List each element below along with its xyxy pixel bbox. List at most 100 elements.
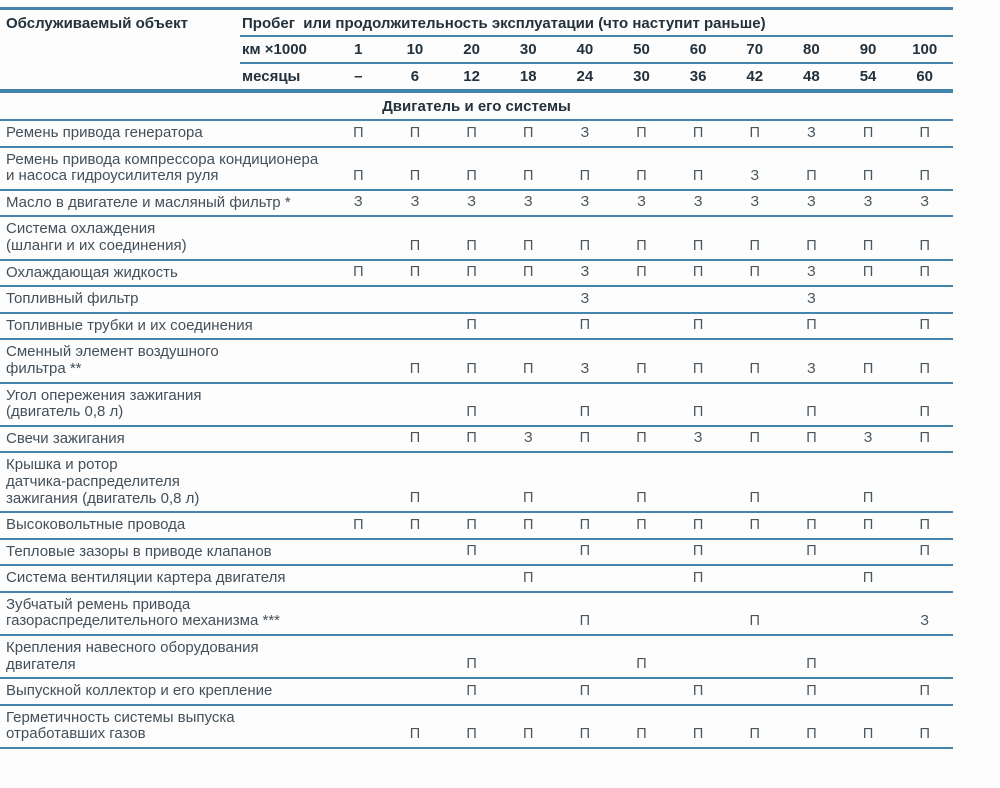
interval-mark: П bbox=[692, 317, 704, 334]
interval-mark: П bbox=[806, 403, 817, 420]
service-item-label: Угол опережения зажигания (двигатель 0,8… bbox=[6, 386, 202, 421]
km-value: 30 bbox=[519, 41, 537, 58]
interval-mark: П bbox=[692, 569, 704, 586]
interval-mark: П bbox=[466, 403, 477, 420]
interval-mark bbox=[840, 629, 897, 634]
service-item-label: Тепловые зазоры в приводе клапанов bbox=[6, 542, 272, 560]
interval-mark bbox=[557, 672, 614, 677]
interval-mark bbox=[840, 333, 897, 338]
interval-mark: П bbox=[466, 237, 477, 254]
interval-mark: З bbox=[920, 613, 930, 630]
interval-mark bbox=[670, 307, 727, 312]
table-row: Ремень привода компрессора кондиционера … bbox=[0, 148, 953, 191]
months-value: 54 bbox=[859, 68, 877, 85]
interval-mark: З bbox=[580, 290, 590, 307]
km-value: 40 bbox=[576, 41, 594, 58]
interval-mark: П bbox=[749, 360, 760, 377]
interval-mark bbox=[387, 586, 444, 591]
interval-mark bbox=[726, 307, 783, 312]
interval-mark: П bbox=[353, 516, 364, 533]
interval-mark bbox=[613, 629, 670, 634]
interval-mark bbox=[557, 586, 614, 591]
km-row: км ×1000 1 10 20 30 40 50 60 70 80 90 100 bbox=[240, 37, 953, 64]
interval-mark bbox=[330, 559, 387, 564]
interval-mark: П bbox=[692, 516, 704, 533]
interval-mark bbox=[726, 333, 783, 338]
interval-mark bbox=[500, 420, 557, 425]
service-item-label: Высоковольтные провода bbox=[6, 516, 186, 534]
interval-mark bbox=[330, 672, 387, 677]
interval-mark bbox=[840, 559, 897, 564]
interval-mark bbox=[330, 420, 387, 425]
interval-mark: П bbox=[806, 656, 817, 673]
table-row: Крепления навесного оборудования двигате… bbox=[0, 636, 953, 680]
interval-mark: П bbox=[749, 490, 760, 507]
interval-mark bbox=[387, 333, 444, 338]
interval-mark: П bbox=[523, 360, 534, 377]
interval-mark: П bbox=[523, 516, 534, 533]
km-value: 50 bbox=[633, 41, 650, 58]
table-row: Зубчатый ремень привода газораспределите… bbox=[0, 593, 953, 637]
months-row: месяцы – 6 12 18 24 30 36 42 48 54 60 bbox=[240, 64, 953, 89]
months-value: 12 bbox=[463, 68, 480, 85]
interval-mark: З bbox=[750, 167, 760, 184]
km-value: 100 bbox=[912, 41, 938, 58]
km-value: 60 bbox=[689, 41, 707, 58]
interval-mark bbox=[330, 586, 387, 591]
interval-mark: П bbox=[636, 237, 647, 254]
interval-mark: З bbox=[807, 194, 816, 211]
interval-mark: П bbox=[523, 264, 534, 281]
interval-mark: П bbox=[749, 430, 760, 447]
object-column-header: Обслуживаемый объект bbox=[6, 15, 188, 32]
interval-mark: П bbox=[919, 237, 930, 254]
interval-mark: П bbox=[579, 726, 591, 743]
service-item-label: Система вентиляции картера двигателя bbox=[6, 569, 286, 587]
interval-mark: П bbox=[579, 403, 591, 420]
interval-mark: П bbox=[862, 569, 874, 586]
interval-mark bbox=[840, 699, 897, 704]
interval-mark: П bbox=[749, 264, 760, 281]
interval-mark: П bbox=[749, 613, 760, 630]
km-row-label: км ×1000 bbox=[242, 41, 307, 58]
interval-mark: П bbox=[523, 569, 534, 586]
interval-mark bbox=[387, 699, 444, 704]
interval-mark: П bbox=[409, 124, 421, 141]
interval-mark: П bbox=[919, 403, 930, 420]
table-row: Выпускной коллектор и его крепление П П П П П bbox=[0, 679, 953, 706]
interval-mark bbox=[330, 254, 387, 259]
interval-mark: П bbox=[919, 317, 930, 334]
interval-mark bbox=[840, 420, 897, 425]
interval-mark bbox=[387, 420, 444, 425]
interval-mark: З bbox=[693, 194, 703, 211]
service-item-label: Ремень привода компрессора кондиционера … bbox=[6, 150, 319, 185]
service-item-label: Масло в двигателе и масляный фильтр * bbox=[6, 193, 291, 211]
service-item-label: Ремень привода генератора bbox=[6, 124, 203, 141]
interval-mark bbox=[726, 420, 783, 425]
interval-mark bbox=[330, 699, 387, 704]
interval-mark bbox=[387, 307, 444, 312]
interval-mark: П bbox=[692, 264, 704, 281]
table-row: Угол опережения зажигания (двигатель 0,8… bbox=[0, 384, 953, 427]
interval-mark: З bbox=[920, 194, 930, 211]
interval-mark: П bbox=[919, 726, 930, 743]
interval-mark: П bbox=[749, 237, 760, 254]
table-row: Система вентиляции картера двигателя П П П bbox=[0, 566, 953, 593]
km-value: 1 bbox=[354, 41, 363, 58]
interval-mark bbox=[557, 506, 614, 511]
interval-mark bbox=[783, 629, 840, 634]
interval-mark: П bbox=[523, 490, 534, 507]
interval-mark: П bbox=[466, 124, 477, 141]
interval-mark bbox=[613, 699, 670, 704]
interval-mark bbox=[840, 307, 897, 312]
table-row: Топливный фильтр З З bbox=[0, 287, 953, 314]
interval-mark: П bbox=[409, 516, 421, 533]
service-item-label: Топливный фильтр bbox=[6, 290, 139, 308]
table-row: Ремень привода генератора П П П П З П П П З П П bbox=[0, 121, 953, 148]
interval-mark: П bbox=[466, 430, 477, 447]
interval-mark bbox=[613, 420, 670, 425]
interval-mark: П bbox=[806, 543, 817, 560]
km-value: 70 bbox=[746, 41, 764, 58]
interval-mark bbox=[500, 307, 557, 312]
interval-mark bbox=[783, 586, 840, 591]
